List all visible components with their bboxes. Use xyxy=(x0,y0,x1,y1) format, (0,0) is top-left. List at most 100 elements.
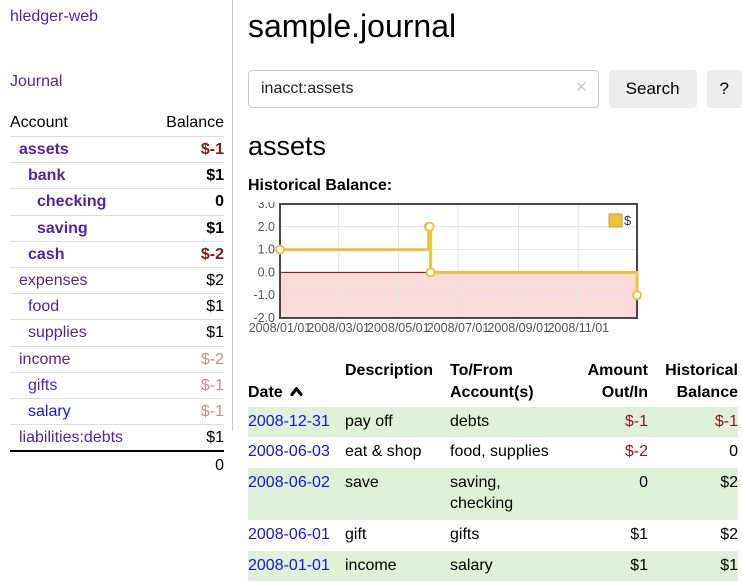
sort-ascending-icon xyxy=(290,382,303,404)
account-link[interactable]: income xyxy=(19,350,71,368)
account-balance: $-1 xyxy=(151,372,224,399)
register-date-cell: 2008-01-01 xyxy=(248,551,345,582)
account-row: salary $-1 xyxy=(10,398,224,426)
register-accounts: gifts xyxy=(450,526,480,544)
legend-swatch xyxy=(608,213,623,228)
account-link[interactable]: liabilities:debts xyxy=(19,429,124,447)
account-link[interactable]: assets xyxy=(19,141,69,158)
register-header-accounts: To/From Account(s) xyxy=(450,362,534,402)
x-tick-label: 2008/09/01 xyxy=(487,321,550,335)
account-row: food $1 xyxy=(10,293,224,321)
register-description: pay off xyxy=(345,412,393,430)
account-balance: $-2 xyxy=(151,241,224,268)
y-tick-label: 0.0 xyxy=(258,266,275,280)
register-header-balance: Historical Balance xyxy=(665,362,738,402)
x-tick-label: 2008/05/01 xyxy=(367,321,430,335)
register-header-description: Description xyxy=(345,362,434,380)
main-content: sample.journal ✕ Search ? assets Histori… xyxy=(233,0,742,582)
account-name-cell: liabilities:debts xyxy=(10,425,152,452)
account-row: bank $1 xyxy=(10,162,224,190)
account-link[interactable]: supplies xyxy=(28,324,87,342)
register-date-cell: 2008-06-01 xyxy=(248,520,345,551)
account-name-cell: food xyxy=(10,293,152,321)
account-link[interactable]: expenses xyxy=(19,271,88,289)
accounts-header-balance: Balance xyxy=(151,111,224,137)
help-button[interactable]: ? xyxy=(706,69,742,108)
register-table: Date Description To/From Account(s) Amou… xyxy=(248,358,738,582)
register-header-date[interactable]: Date xyxy=(248,358,345,406)
register-amount: $1 xyxy=(630,526,648,544)
register-row: 2008-06-01 gift gifts $1 $2 xyxy=(248,520,738,551)
register-date-link[interactable]: 2008-06-03 xyxy=(248,443,330,461)
account-balance: 0 xyxy=(151,188,224,216)
account-balance: $1 xyxy=(206,429,224,447)
register-amount: 0 xyxy=(639,473,648,491)
chart-title: Historical Balance: xyxy=(248,177,393,195)
account-name-cell: bank xyxy=(10,162,152,190)
sidebar-item-journal[interactable]: Journal xyxy=(10,73,63,90)
account-link[interactable]: food xyxy=(28,298,60,316)
register-balance: $-1 xyxy=(714,412,738,430)
account-link[interactable]: gifts xyxy=(28,376,58,394)
register-header-amount: Amount Out/In xyxy=(587,362,648,402)
search-button[interactable]: Search xyxy=(608,69,697,108)
x-tick-label: 2008/01/01 xyxy=(249,321,312,335)
register-date-link[interactable]: 2008-06-01 xyxy=(248,526,330,544)
register-date-link[interactable]: 2008-01-01 xyxy=(248,556,330,574)
register-accounts: debts xyxy=(450,412,490,430)
register-amount: $1 xyxy=(630,556,648,574)
data-point xyxy=(424,222,435,233)
register-balance: $2 xyxy=(720,526,738,544)
search-input[interactable] xyxy=(248,69,599,108)
register-date-cell: 2008-12-31 xyxy=(248,407,345,438)
page-title: sample.journal xyxy=(248,8,457,44)
account-name-cell: cash xyxy=(10,241,152,268)
clear-search-icon[interactable]: ✕ xyxy=(575,78,588,96)
brand-link[interactable]: hledger-web xyxy=(10,8,99,25)
account-row: liabilities:debts $1 xyxy=(10,425,224,452)
plot-border xyxy=(279,203,638,320)
account-name-cell: assets xyxy=(10,136,152,164)
account-link[interactable]: cash xyxy=(28,245,65,263)
account-link[interactable]: bank xyxy=(28,167,66,185)
data-point xyxy=(275,245,285,256)
register-description: gift xyxy=(345,526,367,544)
account-row: saving $1 xyxy=(10,215,224,242)
search-form: ✕ Search ? xyxy=(248,69,742,108)
accounts-total-value: 0 xyxy=(151,450,224,480)
account-balance: $-2 xyxy=(151,346,224,373)
register-accounts: saving, checking xyxy=(450,473,514,513)
register-balance: 0 xyxy=(729,443,738,461)
account-link[interactable]: saving xyxy=(37,219,88,237)
account-row: cash $-2 xyxy=(10,241,224,268)
register-description: eat & shop xyxy=(345,443,422,461)
historical-balance-chart: $3.0 2.0 1.0 0.0 -1.0 -2.0 2008/01/01 2008/03/0… xyxy=(248,197,742,336)
account-balance: $1 xyxy=(151,319,224,347)
register-balance: $1 xyxy=(720,556,738,574)
legend-label: $ xyxy=(624,213,632,228)
register-accounts: food, supplies xyxy=(450,443,549,461)
accounts-header-row: Account Balance xyxy=(10,111,224,137)
account-link[interactable]: checking xyxy=(37,193,107,211)
register-header-date-label: Date xyxy=(248,384,283,402)
account-balance: $1 xyxy=(151,162,224,190)
account-name-cell: supplies xyxy=(10,319,152,347)
balance-chart-svg: $3.0 2.0 1.0 0.0 -1.0 -2.02008/01/012008/03/0… xyxy=(249,197,642,335)
y-tick-label: 2.0 xyxy=(258,220,275,234)
account-row: income $-2 xyxy=(10,346,224,373)
register-date-link[interactable]: 2008-12-31 xyxy=(248,412,330,430)
account-balance: $-1 xyxy=(151,136,224,164)
account-heading: assets xyxy=(248,130,327,161)
sidebar: hledger-web Journal Account Balance asse… xyxy=(0,0,233,480)
account-link[interactable]: salary xyxy=(28,402,71,420)
register-header-row: Date Description To/From Account(s) Amou… xyxy=(248,358,738,406)
register-amount: $-1 xyxy=(624,412,648,430)
register-date-link[interactable]: 2008-06-02 xyxy=(248,473,330,491)
account-row: checking 0 xyxy=(10,188,224,216)
register-date-cell: 2008-06-02 xyxy=(248,468,345,520)
account-name-cell: salary xyxy=(10,398,152,426)
account-row: supplies $1 xyxy=(10,319,224,347)
accounts-table: Account Balance assets $-1 bank $1 check… xyxy=(10,111,224,480)
register-amount: $-2 xyxy=(624,443,648,461)
register-row: 2008-12-31 pay off debts $-1 $-1 xyxy=(248,406,738,438)
